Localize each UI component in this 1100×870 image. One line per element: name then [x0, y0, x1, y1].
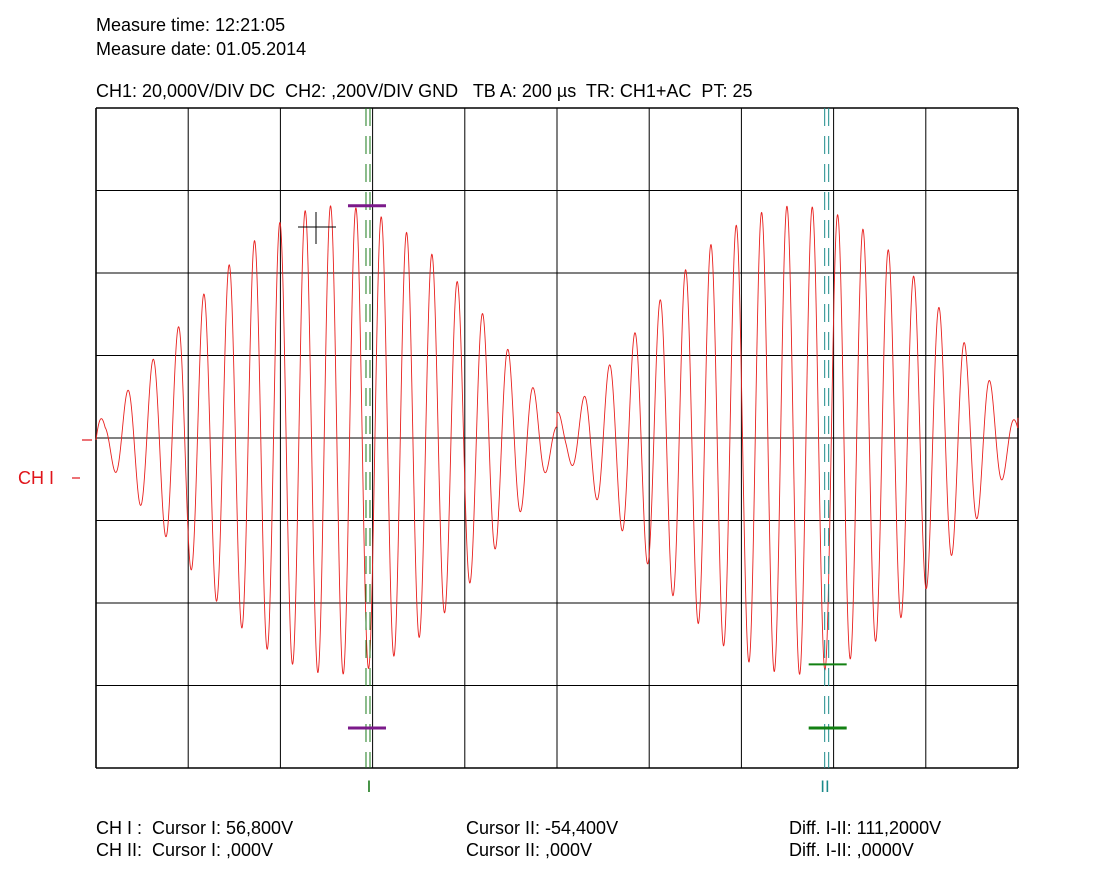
readout-ch2-cursor2: Cursor II: ,000V	[466, 840, 593, 860]
readout-ch1-cursor1: CH I : Cursor I: 56,800V	[96, 818, 294, 838]
ch1-waveform	[95, 205, 1019, 675]
measure-time-value: 12:21:05	[215, 15, 286, 35]
graticule	[95, 107, 1019, 769]
readout-ch1-cursor2: Cursor II: -54,400V	[466, 818, 619, 838]
measure-date-label: Measure date:	[96, 39, 217, 59]
measure-time: Measure time: 12:21:05	[96, 14, 285, 36]
measure-time-label: Measure time:	[96, 15, 216, 35]
cursor2-label: II	[820, 777, 829, 796]
cursor1-label: I	[367, 777, 372, 796]
readout-ch2-diff: Diff. I-II: ,0000V	[789, 840, 914, 860]
readout-ch1-diff: Diff. I-II: 111,2000V	[789, 818, 942, 838]
cursor-lines	[298, 108, 847, 768]
readout-ch2-cursor1: CH II: Cursor I: ,000V	[96, 840, 274, 860]
ch1-trace	[95, 205, 1019, 675]
measure-date: Measure date: 01.05.2014	[96, 38, 306, 60]
measure-date-value: 01.05.2014	[216, 39, 307, 59]
scope-settings: CH1: 20,000V/DIV DC CH2: ,200V/DIV GND T…	[96, 81, 753, 101]
channel-marker-label: CH I	[18, 468, 54, 488]
